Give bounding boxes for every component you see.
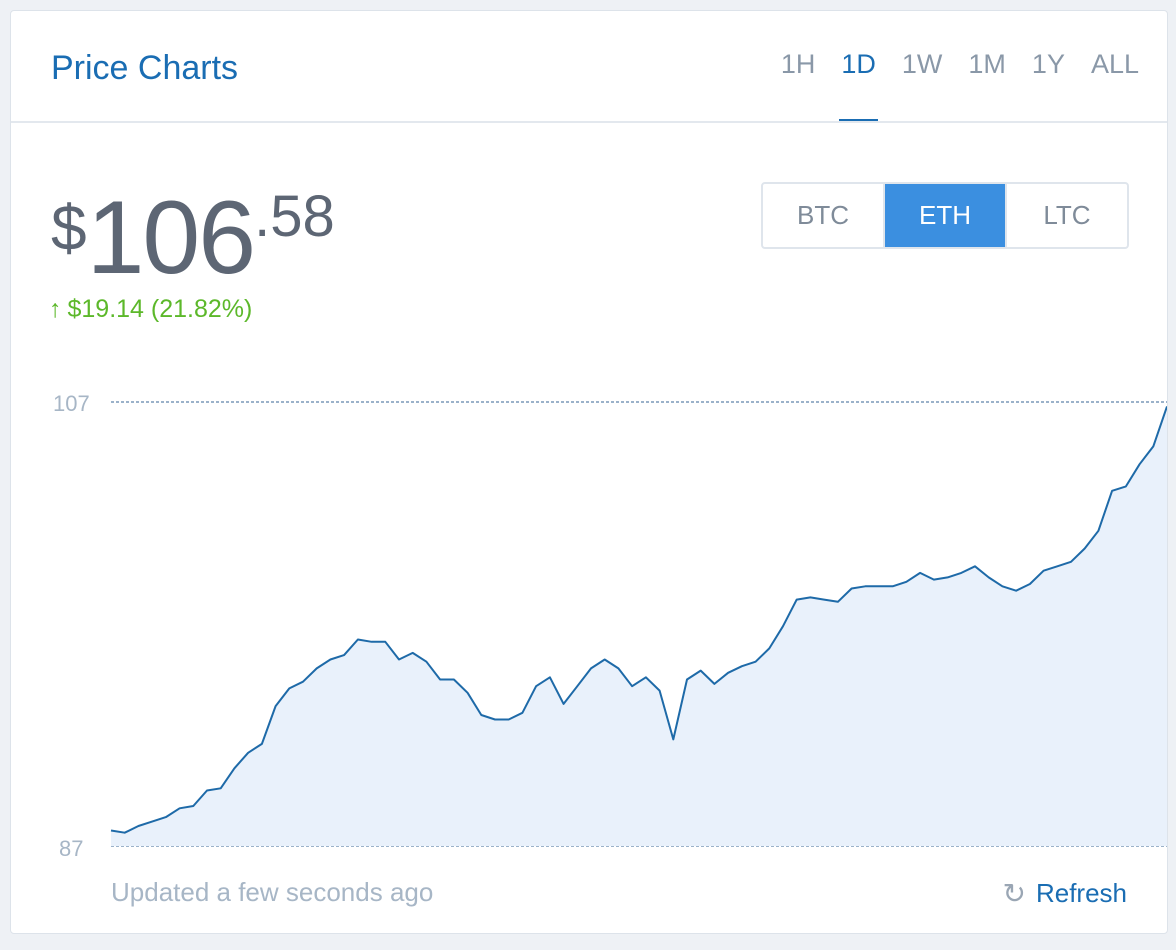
refresh-icon: ↻: [1002, 878, 1026, 909]
range-tab-1m[interactable]: 1M: [968, 49, 1006, 79]
price-change-text: $19.14 (21.82%): [67, 295, 253, 323]
y-tick-min: 87: [59, 836, 83, 861]
coin-button-eth[interactable]: ETH: [883, 184, 1005, 247]
range-tab-1y[interactable]: 1Y: [1031, 49, 1065, 79]
price-change: ↑ $19.14 (21.82%): [49, 295, 252, 324]
range-tab-1d[interactable]: 1D: [839, 49, 878, 121]
range-tab-1h[interactable]: 1H: [780, 49, 816, 79]
coin-button-ltc[interactable]: LTC: [1005, 184, 1127, 247]
price-line: [110, 406, 1167, 834]
y-tick-max: 107: [53, 391, 90, 416]
price-currency-symbol: $: [51, 192, 87, 264]
card-header: Price Charts 1H 1D 1W 1M 1Y ALL: [11, 11, 1167, 123]
time-range-tabs: 1H 1D 1W 1M 1Y ALL: [755, 49, 1139, 121]
coin-button-btc[interactable]: BTC: [797, 200, 849, 230]
price-cents: .58: [254, 184, 335, 249]
price-chart: 107 87: [53, 391, 1167, 861]
price-whole: 106: [86, 180, 257, 296]
refresh-label: Refresh: [1035, 878, 1127, 908]
card-title: Price Charts: [51, 49, 239, 87]
price-area: [111, 406, 1167, 846]
arrow-up-icon: ↑: [49, 295, 62, 323]
current-price: $106.58: [51, 179, 335, 298]
coin-selector: BTC ETH LTC: [761, 182, 1129, 249]
range-tab-all[interactable]: ALL: [1090, 49, 1139, 79]
price-chart-card: Price Charts 1H 1D 1W 1M 1Y ALL $106.58 …: [10, 10, 1168, 934]
range-tab-1w[interactable]: 1W: [901, 49, 943, 79]
refresh-button[interactable]: ↻ Refresh: [1002, 877, 1127, 910]
updated-status: Updated a few seconds ago: [111, 877, 434, 907]
